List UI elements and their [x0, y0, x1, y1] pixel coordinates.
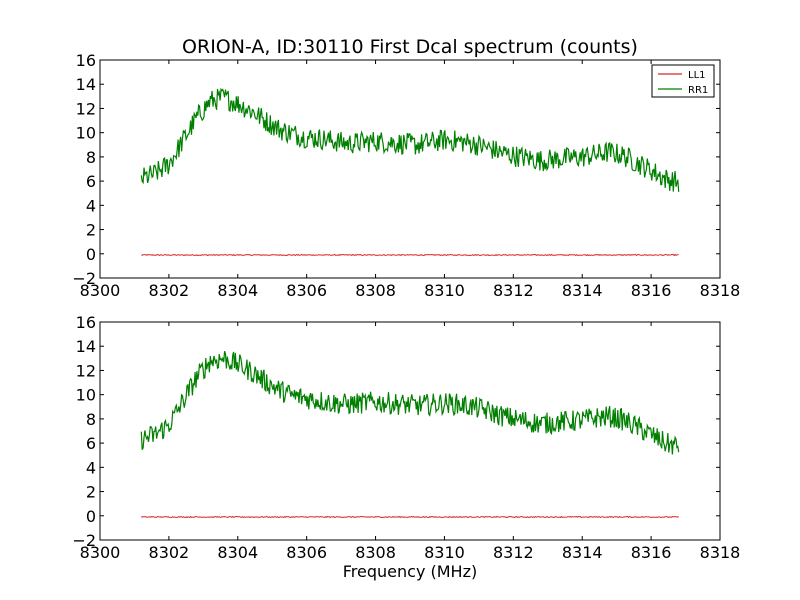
y-tick-label: 2: [86, 221, 96, 240]
x-tick-label: 8304: [217, 281, 258, 300]
x-tick-label: 8308: [355, 281, 396, 300]
y-tick-label: 16: [76, 313, 96, 332]
chart-title: ORION-A, ID:30110 First Dcal spectrum (c…: [182, 36, 638, 58]
y-tick-label: 10: [76, 124, 96, 143]
panel-2: 8300 8302 8304 8306 8308 8310 8312 8314 8316 8318…: [72, 313, 740, 581]
x-tick-label: 8312: [493, 281, 534, 300]
x-tick-label: 8318: [700, 543, 741, 562]
y-tick-label: 8: [86, 410, 96, 429]
y-tick-label: 8: [86, 148, 96, 167]
legend-label-rr1: RR1: [688, 85, 708, 96]
x-tick-label: 8306: [286, 543, 327, 562]
axes-frame: [99, 59, 721, 279]
x-tick-label: 8318: [700, 281, 741, 300]
y-tick-label: 0: [86, 507, 96, 526]
y-tick-label: 12: [76, 99, 96, 118]
x-tick-label: 8310: [424, 543, 465, 562]
y-tick-label: 14: [76, 75, 96, 94]
y-tick-label: −2: [72, 531, 96, 550]
series-line-ll1: [141, 515, 679, 519]
x-tick-label: 8314: [562, 543, 603, 562]
panel-1: 8300 8302 8304 8306 8308 8310 8312 8314 8316 8318…: [72, 51, 740, 300]
y-tick-label: 0: [86, 245, 96, 264]
series-line-ll1: [141, 253, 679, 257]
y-tick-label: 4: [86, 458, 96, 477]
axes-frame: [99, 321, 721, 541]
x-tick-label: 8302: [149, 281, 190, 300]
x-tick-label: 8302: [149, 543, 190, 562]
x-tick-label: 8308: [355, 543, 396, 562]
x-tick-label: 8304: [217, 543, 258, 562]
x-tick-label: 8310: [424, 281, 465, 300]
legend-box: [651, 64, 715, 98]
x-axis-label: Frequency (MHz): [343, 562, 477, 581]
panels: 8300 8302 8304 8306 8308 8310 8312 8314 8316 8318…: [72, 51, 740, 581]
y-tick-label: 6: [86, 172, 96, 191]
y-tick-label: 4: [86, 196, 96, 215]
x-tick-label: 8314: [562, 281, 603, 300]
legend-label-ll1: LL1: [688, 70, 706, 81]
y-tick-label: −2: [72, 269, 96, 288]
x-tick-label: 8312: [493, 543, 534, 562]
y-tick-label: 16: [76, 51, 96, 70]
series-line-rr1: [140, 87, 680, 192]
series-line-rr1: [140, 351, 680, 455]
y-tick-label: 14: [76, 337, 96, 356]
x-tick-label: 8306: [286, 281, 327, 300]
y-tick-label: 6: [86, 434, 96, 453]
x-tick-label: 8300: [80, 281, 121, 300]
y-tick-label: 12: [76, 361, 96, 380]
x-tick-label: 8300: [80, 543, 121, 562]
y-tick-label: 2: [86, 483, 96, 502]
y-tick-label: 10: [76, 386, 96, 405]
x-tick-label: 8316: [631, 281, 672, 300]
x-tick-label: 8316: [631, 543, 672, 562]
